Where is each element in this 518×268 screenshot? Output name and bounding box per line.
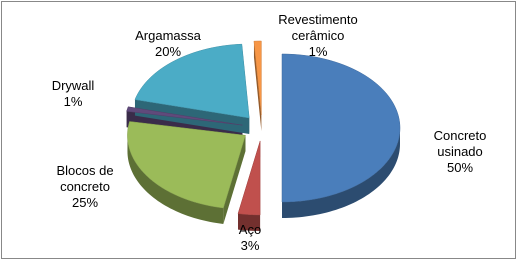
slice-side [282, 128, 400, 218]
slice-wall [134, 99, 250, 134]
slice [134, 43, 250, 119]
category-label: Argamassa [135, 28, 201, 43]
category-label: Concreto usinado [433, 128, 487, 159]
data-label: Revestimento cerâmico 1% [268, 12, 368, 60]
category-label: Blocos de concreto [56, 163, 114, 194]
data-label: Concreto usinado 50% [425, 128, 495, 176]
value-label: 1% [63, 94, 83, 109]
slice-side [127, 135, 224, 224]
value-label: 1% [308, 44, 328, 59]
slice [237, 140, 261, 216]
value-label: 50% [446, 160, 474, 175]
slice-wall [223, 135, 246, 224]
slice [253, 40, 262, 116]
category-label: Revestimento cerâmico [278, 12, 358, 43]
category-label: Drywall [51, 78, 95, 93]
value-label: 20% [154, 44, 182, 59]
slice [281, 53, 401, 203]
slice-side [238, 213, 261, 231]
category-label: Aço [238, 222, 262, 237]
data-label: Aço 3% [230, 222, 270, 254]
data-label: Drywall 1% [43, 78, 103, 110]
data-label: Argamassa 20% [128, 28, 208, 60]
value-label: 25% [71, 195, 99, 210]
slice-wall [253, 41, 262, 132]
slice [126, 106, 243, 126]
value-label: 3% [240, 238, 260, 253]
slice [127, 121, 246, 209]
data-label: Blocos de concreto 25% [45, 163, 125, 211]
